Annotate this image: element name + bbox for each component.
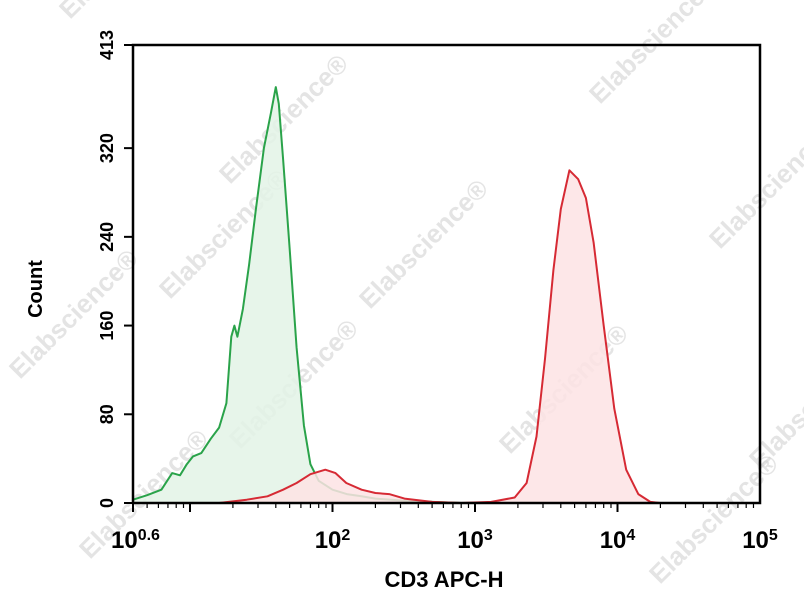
watermark-text: Elabscience® <box>703 113 804 254</box>
x-tick-base: 10 <box>111 527 138 554</box>
plot-frame <box>131 43 762 505</box>
x-tick-exponent: 3 <box>484 527 493 544</box>
x-tick-exponent: 5 <box>769 527 778 544</box>
x-tick-base: 10 <box>742 527 769 554</box>
y-tick-label: 0 <box>97 498 117 508</box>
series-2-area <box>219 170 661 504</box>
x-tick-label: 100.6 <box>111 527 160 554</box>
y-axis-label: Count <box>25 260 47 318</box>
series-1-area <box>133 87 462 503</box>
x-axis-label: CD3 APC-H <box>385 567 504 592</box>
y-tick-label: 240 <box>97 222 117 252</box>
watermark-text: Elabscience® <box>743 333 804 474</box>
watermark-text: Elabscience® <box>583 0 724 109</box>
y-tick-label: 160 <box>97 311 117 341</box>
watermark-text: Elabscience® <box>53 0 194 24</box>
x-axis: 100.6 102 103 104 105 <box>111 503 778 554</box>
y-tick-label: 413 <box>97 30 117 60</box>
y-tick-label: 80 <box>97 404 117 424</box>
x-tick-base: 10 <box>457 527 484 554</box>
watermark-text: Elabscience® <box>353 173 494 314</box>
y-axis: 0 80 160 240 320 413 <box>97 30 133 508</box>
series-2-line <box>218 169 661 504</box>
x-tick-label: 103 <box>457 527 493 554</box>
x-tick-base: 10 <box>600 527 627 554</box>
x-tick-base: 10 <box>315 527 342 554</box>
x-tick-exponent: 0.6 <box>138 527 160 544</box>
x-tick-label: 104 <box>600 527 636 554</box>
x-tick-label: 105 <box>742 527 778 554</box>
histogram-series <box>132 86 661 504</box>
y-tick-label: 320 <box>97 133 117 163</box>
x-tick-exponent: 2 <box>341 527 350 544</box>
x-tick-label: 102 <box>315 527 351 554</box>
x-tick-exponent: 4 <box>626 527 635 544</box>
